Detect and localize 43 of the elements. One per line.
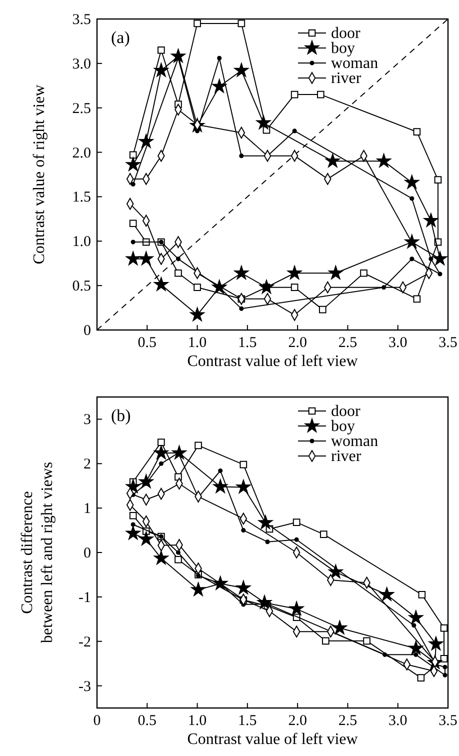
legend-label: door	[331, 25, 361, 42]
annotation: (a)	[111, 28, 130, 47]
x-tick-label: 2.0	[288, 713, 307, 729]
y-tick-label: 2.0	[72, 145, 91, 162]
y-tick-label: 3.0	[72, 56, 91, 72]
x-tick-label: 2.5	[338, 335, 358, 351]
y-tick-label: -3	[78, 678, 91, 695]
legend-label: boy	[331, 418, 355, 435]
y-tick-label: 0.5	[72, 278, 91, 295]
x-tick-label: 3.5	[438, 713, 458, 729]
y-tick-label: 2	[84, 456, 91, 473]
legend-label: river	[331, 70, 362, 87]
y-tick-label: 2.5	[72, 100, 91, 117]
y-tick-label: -1	[78, 590, 91, 606]
x-tick-label: 3.0	[388, 335, 408, 351]
legend-label: boy	[331, 40, 355, 57]
y-tick-label: 1.5	[72, 190, 91, 206]
y-tick-label: 3.5	[72, 12, 91, 28]
legend-label: woman	[331, 55, 378, 72]
y-tick-label: 1	[84, 501, 91, 518]
x-tick-label: 3.0	[388, 713, 408, 729]
y-axis-title: Contrast value of right view	[31, 84, 48, 264]
y-axis-title: Contrast difference between left and right views	[19, 462, 56, 644]
legend-label: door	[331, 403, 361, 420]
x-tick-label: 1.0	[188, 713, 207, 729]
annotation: (b)	[111, 406, 131, 425]
x-axis-title: Contrast value of left view	[187, 353, 358, 370]
legend-label: woman	[331, 433, 378, 450]
x-tick-label: 0.5	[138, 713, 157, 729]
x-tick-label: 0.5	[138, 335, 157, 351]
y-tick-label: 3	[84, 412, 91, 428]
x-tick-label: 2.5	[338, 713, 358, 729]
x-tick-label: 2.0	[288, 335, 307, 351]
y-tick-label: -2	[78, 634, 91, 650]
y-tick-label: 0	[84, 323, 91, 339]
y-tick-label: 1.0	[72, 234, 91, 250]
x-axis-title: Contrast value of left view	[187, 731, 358, 748]
x-tick-label: 1.0	[188, 335, 207, 351]
y-tick-label: 0	[84, 546, 91, 562]
x-tick-label: 3.5	[438, 335, 458, 351]
legend-label: river	[331, 448, 362, 465]
x-tick-label: 1.5	[238, 713, 257, 729]
x-tick-label: 1.5	[238, 335, 257, 351]
